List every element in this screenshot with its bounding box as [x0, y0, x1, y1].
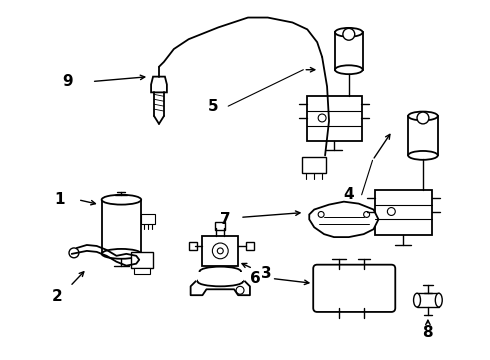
Ellipse shape	[197, 276, 243, 286]
Bar	[141, 215, 155, 224]
Text: 4: 4	[343, 187, 354, 202]
Text: 2: 2	[52, 289, 63, 304]
Bar	[335, 32, 363, 70]
FancyBboxPatch shape	[313, 265, 395, 312]
Bar	[408, 116, 438, 156]
Ellipse shape	[435, 293, 442, 307]
Circle shape	[218, 248, 223, 254]
Circle shape	[364, 212, 369, 217]
Text: 9: 9	[63, 74, 74, 89]
Bar	[134, 267, 150, 274]
Ellipse shape	[408, 112, 438, 121]
Bar	[417, 293, 439, 307]
Bar	[302, 157, 326, 173]
Polygon shape	[151, 77, 167, 93]
Ellipse shape	[335, 65, 363, 74]
Ellipse shape	[414, 293, 420, 307]
Circle shape	[236, 286, 244, 294]
Ellipse shape	[408, 151, 438, 160]
Bar	[202, 236, 238, 266]
Circle shape	[343, 28, 355, 40]
Bar	[197, 271, 243, 282]
Ellipse shape	[101, 249, 141, 259]
Text: 6: 6	[249, 271, 260, 286]
Ellipse shape	[199, 267, 241, 276]
Circle shape	[318, 114, 326, 122]
Text: 5: 5	[208, 99, 219, 114]
Bar	[131, 252, 153, 267]
Bar	[189, 242, 196, 250]
Bar	[215, 222, 225, 230]
Bar	[246, 242, 254, 250]
Circle shape	[69, 248, 79, 258]
Text: 7: 7	[220, 212, 230, 227]
Circle shape	[318, 212, 324, 217]
Text: 1: 1	[54, 192, 64, 207]
Ellipse shape	[101, 195, 141, 204]
Circle shape	[388, 208, 395, 215]
Circle shape	[212, 243, 228, 259]
Circle shape	[417, 112, 429, 124]
Text: 3: 3	[262, 266, 272, 281]
Ellipse shape	[335, 28, 363, 37]
Bar	[374, 190, 432, 235]
Bar	[101, 200, 141, 254]
Text: 8: 8	[422, 325, 433, 340]
Polygon shape	[309, 202, 378, 237]
Bar	[307, 96, 362, 141]
